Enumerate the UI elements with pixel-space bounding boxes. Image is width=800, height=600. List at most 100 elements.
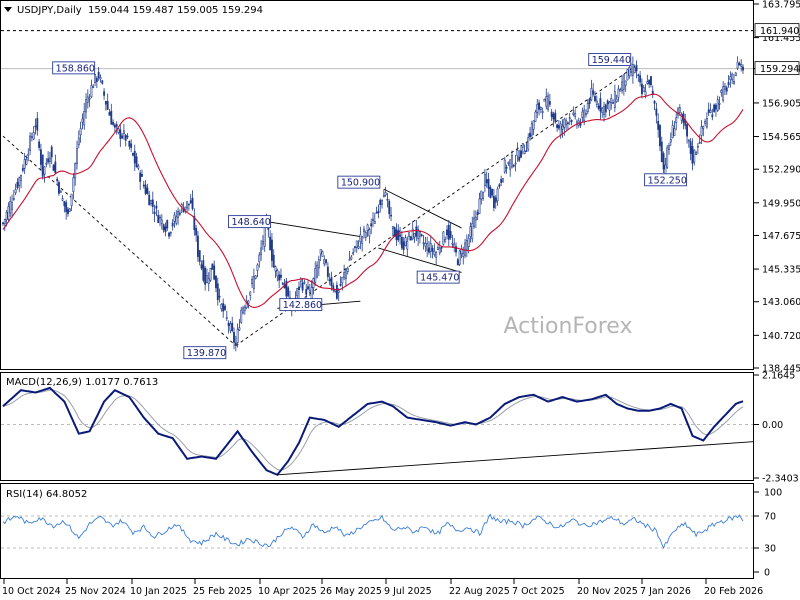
candle-body	[34, 125, 37, 128]
candle-body	[252, 276, 255, 289]
candle-body	[352, 252, 355, 255]
candle-body	[471, 223, 474, 240]
date-tick-label: 9 Jul 2025	[384, 586, 432, 597]
candle-body	[357, 245, 360, 249]
candle-body	[249, 291, 252, 296]
candle-body	[135, 156, 138, 168]
candle-body	[718, 103, 721, 105]
candle-body	[160, 219, 163, 224]
candle-body	[285, 280, 288, 297]
candle-body	[377, 210, 380, 214]
candle-body	[512, 164, 515, 167]
candle-body	[106, 100, 109, 110]
candle-body	[556, 124, 559, 128]
resistance-level-label: 161.940	[760, 26, 799, 37]
candle-body	[261, 241, 264, 245]
candle-body	[592, 90, 595, 95]
candle-body	[83, 111, 86, 126]
candle-body	[343, 272, 346, 278]
candle-body	[122, 130, 125, 134]
candle-body	[159, 216, 161, 219]
candle-body	[361, 236, 364, 244]
candle-body	[67, 208, 69, 214]
candle-body	[648, 79, 651, 85]
candle-body	[458, 250, 461, 265]
candle-body	[541, 111, 544, 113]
candle-body	[363, 228, 365, 233]
candle-body	[693, 149, 696, 163]
candle-body	[696, 145, 699, 148]
candle-body	[631, 64, 634, 76]
candle-body	[473, 217, 476, 227]
swing-point-label: 145.470	[420, 273, 459, 284]
candle-body	[364, 232, 367, 238]
candle-body	[211, 263, 214, 270]
candle-body	[142, 184, 145, 187]
candle-body	[673, 128, 676, 137]
candle-body	[3, 219, 6, 224]
candle-body	[545, 96, 548, 107]
candle-body	[637, 74, 640, 76]
candle-body	[659, 125, 661, 147]
price-tick-label: 163.795	[762, 0, 800, 11]
candle-body	[447, 224, 450, 240]
candle-body	[489, 186, 492, 198]
candle-body	[532, 120, 535, 130]
candle-body	[714, 104, 717, 110]
candle-body	[534, 111, 537, 122]
rsi-tick-label: 0	[764, 568, 770, 579]
dropdown-arrow-icon[interactable]	[4, 7, 12, 12]
date-tick-label: 20 Feb 2026	[704, 586, 763, 597]
candle-body	[132, 153, 134, 156]
candle-body	[276, 269, 279, 277]
candle-body	[103, 91, 106, 96]
candle-body	[325, 259, 328, 263]
candle-body	[130, 143, 133, 148]
candle-body	[511, 155, 513, 168]
candle-body	[187, 203, 190, 206]
candle-body	[529, 132, 531, 138]
candle-body	[126, 135, 129, 138]
candle-body	[61, 198, 64, 201]
price-axis: 163.795 161.455 159.294 156.905 154.565 152.2…	[754, 0, 800, 375]
candle-body	[601, 107, 604, 113]
candle-body	[234, 342, 237, 346]
rsi-line	[2, 513, 744, 550]
candle-body	[736, 61, 739, 69]
macd-line	[2, 386, 744, 477]
candle-body	[50, 146, 53, 158]
candle-body	[668, 145, 670, 150]
candle-body	[431, 247, 434, 252]
candle-body	[99, 77, 102, 80]
candlestick-series	[2, 56, 744, 352]
swing-point-label: 142.860	[283, 300, 322, 311]
price-tick-label: 138.445	[762, 364, 800, 375]
candle-body	[168, 232, 170, 237]
candle-body	[500, 179, 503, 183]
candle-body	[2, 222, 4, 225]
price-tick-label: 147.675	[762, 231, 800, 242]
candle-body	[465, 240, 468, 250]
date-tick-label: 10 Oct 2024	[2, 586, 61, 597]
candle-body	[409, 236, 412, 241]
candle-body	[332, 285, 335, 291]
candle-body	[588, 98, 591, 105]
candle-body	[628, 67, 631, 77]
candle-body	[566, 122, 569, 125]
candle-body	[32, 132, 35, 140]
candle-body	[191, 197, 194, 209]
candle-body	[536, 104, 539, 113]
candle-body	[435, 252, 438, 258]
date-tick-label: 22 Aug 2025	[449, 586, 510, 597]
candle-body	[344, 269, 347, 279]
candle-body	[438, 247, 441, 254]
candle-body	[38, 141, 41, 148]
date-tick-label: 25 Feb 2025	[193, 586, 252, 597]
candle-body	[716, 99, 719, 111]
candle-body	[14, 189, 17, 194]
candle-body	[695, 152, 698, 155]
candle-body	[570, 119, 573, 123]
candle-body	[552, 113, 555, 120]
current-price-tag	[754, 61, 800, 76]
